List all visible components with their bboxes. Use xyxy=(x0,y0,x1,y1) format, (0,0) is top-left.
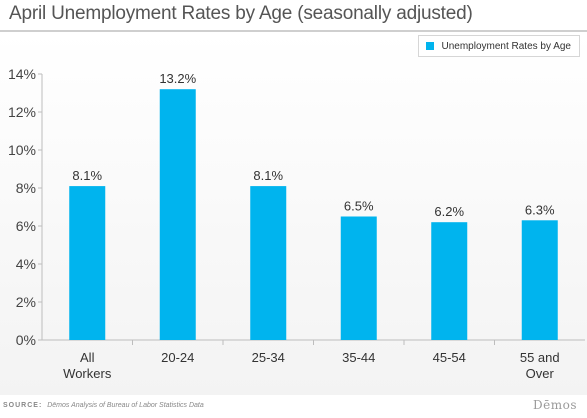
y-tick-label: 6% xyxy=(16,218,36,234)
y-tick-label: 12% xyxy=(8,104,36,120)
bar xyxy=(521,220,558,340)
y-tick-label: 8% xyxy=(16,180,36,196)
data-label: 6.2% xyxy=(434,204,464,219)
x-tick-label: 45-54 xyxy=(433,350,466,365)
x-tick-label: 55 and xyxy=(520,350,560,365)
x-tick-label: 20-24 xyxy=(161,350,194,365)
x-tick-label: 35-44 xyxy=(342,350,375,365)
data-label: 6.3% xyxy=(525,202,555,217)
data-label: 8.1% xyxy=(253,168,283,183)
title-divider xyxy=(0,30,587,32)
bar xyxy=(431,222,468,340)
legend-label: Unemployment Rates by Age xyxy=(441,40,571,52)
y-tick-label: 14% xyxy=(8,66,36,82)
y-tick-label: 4% xyxy=(16,256,36,272)
source-text: Dēmos Analysis of Bureau of Labor Statis… xyxy=(47,402,204,409)
bar xyxy=(340,216,377,340)
y-tick-label: 0% xyxy=(16,332,36,348)
x-tick-label: Workers xyxy=(63,366,112,381)
legend-swatch xyxy=(426,42,435,50)
y-tick-label: 2% xyxy=(16,294,36,310)
bar xyxy=(250,186,287,340)
bar xyxy=(69,186,106,340)
x-tick-label: All xyxy=(80,350,95,365)
x-tick-label: Over xyxy=(526,366,555,381)
chart-title: April Unemployment Rates by Age (seasona… xyxy=(9,3,473,24)
y-tick-label: 10% xyxy=(8,142,36,158)
source-note: SOURCE: Dēmos Analysis of Bureau of Labo… xyxy=(3,402,204,409)
brand-logo: Dēmos xyxy=(533,398,577,412)
x-tick-label: 25-34 xyxy=(252,350,285,365)
bar xyxy=(159,89,196,340)
legend: Unemployment Rates by Age xyxy=(418,35,580,57)
data-label: 8.1% xyxy=(72,168,102,183)
source-label: SOURCE: xyxy=(3,402,43,409)
data-label: 13.2% xyxy=(159,71,196,86)
data-label: 6.5% xyxy=(344,199,374,214)
